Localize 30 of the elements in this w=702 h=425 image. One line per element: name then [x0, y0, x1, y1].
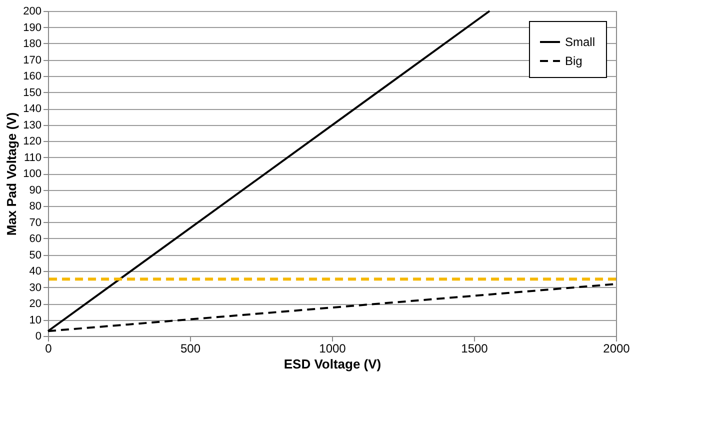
y-tick-label: 160 [23, 70, 42, 82]
x-tick-label: 1000 [319, 342, 346, 356]
y-tick-label: 70 [29, 216, 42, 229]
y-tick-label: 140 [23, 103, 42, 115]
x-tick-label: 0 [45, 342, 52, 356]
y-tick-label: 190 [23, 22, 42, 34]
y-tick-label: 100 [23, 168, 42, 180]
y-tick-label: 130 [23, 119, 42, 132]
x-axis-title: ESD Voltage (V) [284, 356, 382, 372]
y-tick-label: 110 [24, 152, 42, 164]
y-tick-label: 180 [23, 38, 42, 50]
x-tick-label: 1500 [461, 342, 488, 356]
y-tick-label: 170 [23, 54, 42, 66]
y-tick-label: 10 [29, 314, 42, 326]
x-tick-label: 2000 [603, 342, 630, 356]
y-tick-label: 90 [29, 184, 42, 196]
legend-label: Small [565, 35, 596, 49]
y-tick-label: 30 [29, 282, 42, 294]
y-axis-title: Max Pad Voltage (V) [4, 112, 20, 236]
y-tick-label: 20 [29, 298, 42, 310]
y-tick-label: 150 [23, 86, 42, 99]
y-tick-label: 50 [29, 249, 42, 262]
y-tick-label: 120 [23, 136, 42, 148]
y-tick-label: 60 [29, 233, 42, 245]
y-tick-label: 40 [29, 266, 42, 278]
y-tick-label: 0 [35, 330, 42, 342]
legend-label: Big [565, 54, 582, 68]
y-tick-label: 200 [23, 6, 42, 18]
y-tick-label: 80 [29, 200, 42, 212]
x-tick-label: 500 [180, 342, 201, 356]
